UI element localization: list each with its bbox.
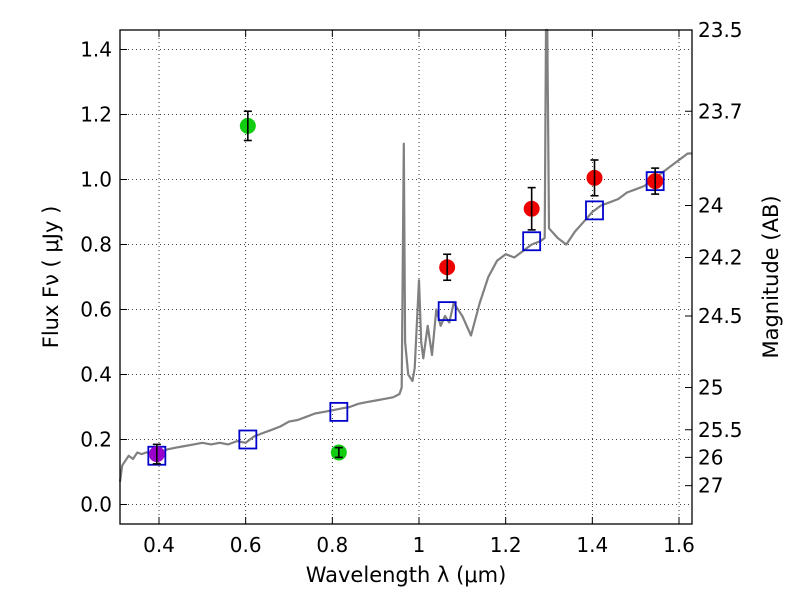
model-square-point	[585, 200, 604, 221]
x-tick-label: 0.6	[230, 533, 262, 557]
y-tick-label: 0.0	[80, 493, 112, 517]
magnitude-tick-label: 25	[698, 376, 723, 400]
magnitude-tick-label: 26	[698, 445, 723, 469]
x-tick-label: 1.4	[576, 533, 608, 557]
y-tick-label: 0.6	[80, 298, 112, 322]
magnitude-axis-label: Magnitude (AB)	[759, 195, 783, 358]
magnitude-tick-label: 25.5	[698, 418, 743, 442]
measurement-series	[148, 110, 664, 465]
x-tick-label: 1.2	[490, 533, 522, 557]
y-tick-label: 0.2	[80, 428, 112, 452]
magnitude-tick-label: 24.5	[698, 304, 743, 328]
model-square-point	[238, 429, 258, 450]
y-tick-label: 0.4	[80, 363, 112, 387]
x-axis-ticks: 0.4 0.6 0.8 1 1.2 1.4 1.6	[143, 30, 695, 557]
magnitude-tick-label: 27	[698, 474, 723, 498]
model-square-point	[522, 231, 542, 252]
y-tick-label: 0.8	[80, 233, 112, 257]
y-axis-label: Flux Fν ( μJy )	[39, 206, 63, 349]
y-tick-label: 1.4	[80, 38, 112, 62]
model-photometry-series	[147, 171, 665, 466]
magnitude-axis-ticks: 23.5 23.7 24 24.2 24.5 25 25.5 26 27	[685, 18, 743, 498]
magnitude-tick-label: 23.7	[698, 99, 743, 123]
magnitude-tick-label: 23.5	[698, 18, 743, 42]
y-axis-ticks: 0.0 0.2 0.4 0.6 0.8 1.0 1.2 1.4	[80, 38, 127, 517]
sed-template-series	[118, 28, 692, 482]
model-square-point	[329, 401, 349, 422]
magnitude-tick-label: 24	[698, 194, 723, 218]
x-tick-label: 0.8	[316, 533, 348, 557]
plot-frame	[119, 29, 693, 525]
grid	[120, 30, 692, 524]
y-tick-label: 1.2	[80, 103, 112, 127]
magnitude-tick-label: 24.2	[698, 246, 743, 270]
y-tick-label: 1.0	[80, 168, 112, 192]
x-axis-label: Wavelength λ (μm)	[306, 563, 507, 587]
x-tick-label: 1	[413, 533, 426, 557]
sed-template-line	[118, 28, 692, 482]
x-tick-label: 1.6	[663, 533, 695, 557]
x-tick-label: 0.4	[143, 533, 175, 557]
model-square-point	[437, 301, 457, 322]
